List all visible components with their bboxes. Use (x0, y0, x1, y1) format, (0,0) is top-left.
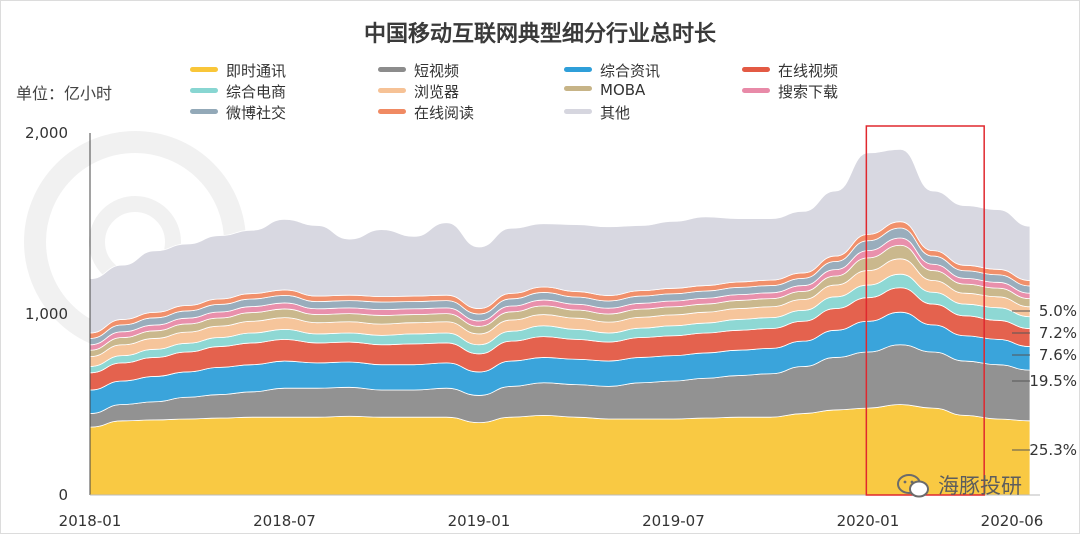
legend-item-3: 综合资讯 (564, 60, 660, 81)
legend-item-9: 微博社交 (190, 102, 286, 123)
legend-swatch (742, 67, 770, 72)
legend-swatch (190, 109, 218, 114)
x-tick-label-3: 2019-01 (448, 512, 511, 530)
legend-swatch (742, 88, 770, 93)
x-tick-label-6: 2020-06 (981, 512, 1044, 530)
legend-item-7: MOBA (564, 81, 645, 99)
legend-item-6: 浏览器 (378, 81, 459, 102)
legend-label: 综合资讯 (600, 62, 661, 80)
pct-annotation-3: 7.6% (1039, 346, 1077, 364)
legend-label: 浏览器 (414, 83, 460, 101)
legend-item-4: 在线视频 (742, 60, 838, 81)
legend-swatch (564, 109, 592, 114)
wechat-icon (897, 474, 929, 498)
pct-annotation-2: 7.2% (1039, 324, 1077, 342)
legend-item-2: 短视频 (378, 60, 459, 81)
legend-swatch (190, 88, 218, 93)
legend-swatch (564, 67, 592, 72)
legend-item-8: 搜索下载 (742, 81, 838, 102)
pct-annotation-1: 5.0% (1039, 302, 1077, 320)
x-tick-label-5: 2020-01 (837, 512, 900, 530)
pct-annotation-4: 19.5% (1029, 372, 1077, 390)
legend-swatch (378, 67, 406, 72)
legend-label: 搜索下载 (778, 83, 839, 101)
area-series-11 (89, 148, 1031, 334)
legend-swatch (190, 67, 218, 72)
legend-label: 微博社交 (226, 104, 287, 122)
legend-item-10: 在线阅读 (378, 102, 474, 123)
y-tick-label-1: 0 (58, 486, 68, 504)
legend-label: 综合电商 (226, 83, 287, 101)
x-tick-label-2: 2018-07 (253, 512, 316, 530)
legend-label: 短视频 (414, 62, 460, 80)
legend-item-1: 即时通讯 (190, 60, 286, 81)
legend-label: 在线阅读 (414, 104, 475, 122)
unit-label: 单位：亿小时 (16, 84, 113, 103)
x-tick-label-1: 2018-01 (59, 512, 122, 530)
legend-label: MOBA (600, 81, 646, 99)
legend-swatch (378, 88, 406, 93)
y-tick-label-2: 1,000 (25, 305, 68, 323)
legend-item-5: 综合电商 (190, 81, 286, 102)
legend-swatch (564, 86, 592, 91)
chart-title: 中国移动互联网典型细分行业总时长 (363, 22, 716, 47)
legend-item-11: 其他 (564, 102, 630, 123)
x-tick-label-4: 2019-07 (642, 512, 705, 530)
legend-label: 即时通讯 (226, 62, 287, 80)
legend-swatch (378, 109, 406, 114)
legend-label: 在线视频 (778, 62, 839, 80)
legend-label: 其他 (600, 104, 631, 122)
y-tick-label-3: 2,000 (25, 124, 68, 142)
pct-annotation-5: 25.3% (1029, 441, 1077, 459)
watermark-text: 海豚投研 (938, 474, 1022, 498)
